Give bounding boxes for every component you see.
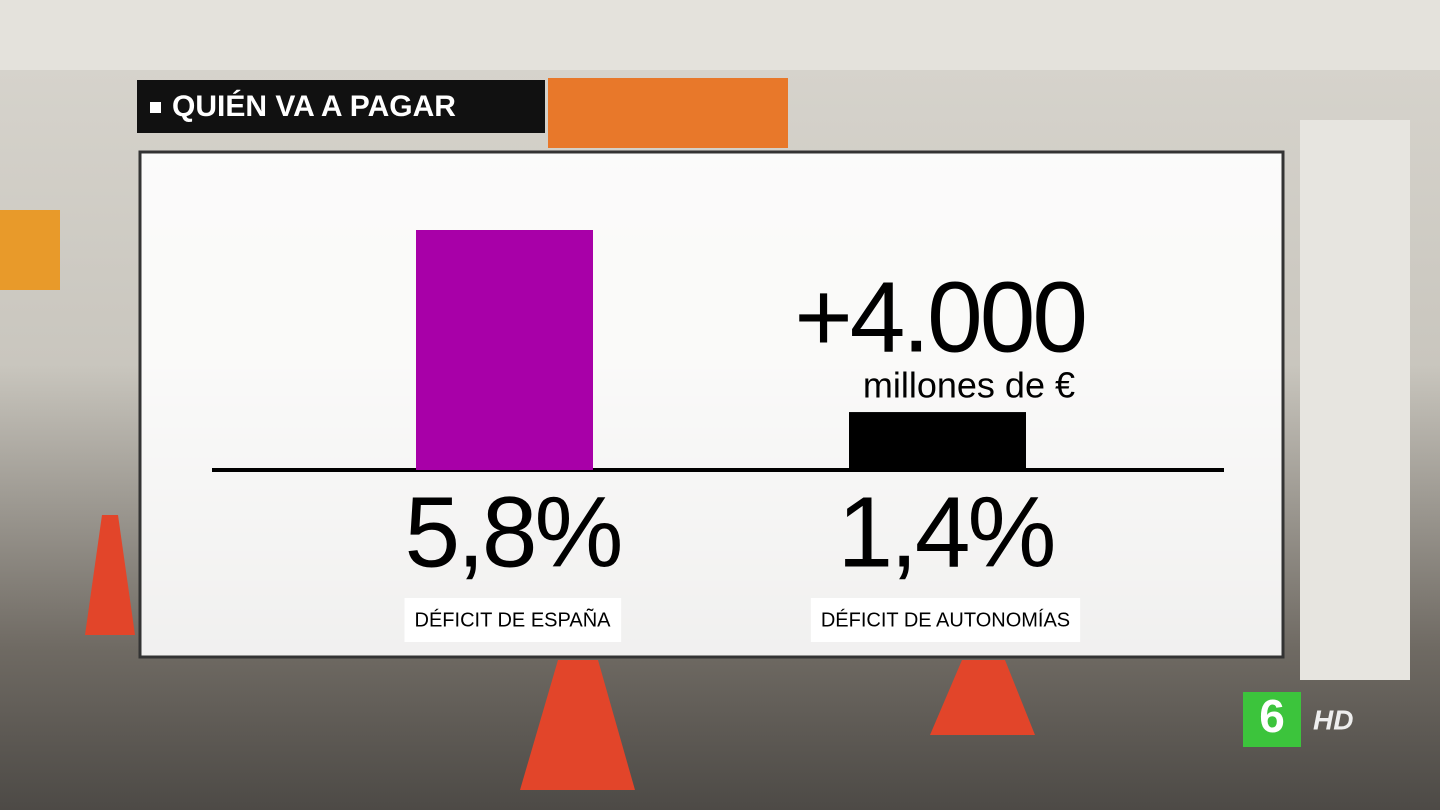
chart-panel xyxy=(138,150,1285,659)
logo-channel: 6 xyxy=(1259,690,1285,742)
cone xyxy=(85,515,135,635)
pump xyxy=(1300,120,1410,680)
bar xyxy=(416,230,593,470)
title-bullet xyxy=(150,102,161,113)
station-sign xyxy=(0,210,60,290)
value-label: 5,8% xyxy=(405,476,621,588)
station-sign xyxy=(548,78,788,148)
cone xyxy=(930,660,1035,735)
title-box xyxy=(137,80,545,133)
category-label: DÉFICIT DE AUTONOMÍAS xyxy=(821,608,1070,631)
annotation-unit: millones de € xyxy=(863,365,1075,406)
category-box xyxy=(404,598,622,642)
category-label: DÉFICIT DE ESPAÑA xyxy=(415,607,612,631)
canopy xyxy=(0,0,1440,70)
value-label: 1,4% xyxy=(838,476,1054,588)
cone xyxy=(520,660,635,790)
chart-title: QUIÉN VA A PAGAR xyxy=(172,89,456,123)
annotation-value: +4.000 xyxy=(794,261,1085,373)
logo-box xyxy=(1243,692,1301,747)
logo-quality: HD xyxy=(1313,704,1353,735)
bar xyxy=(849,412,1026,470)
category-box xyxy=(810,598,1081,642)
